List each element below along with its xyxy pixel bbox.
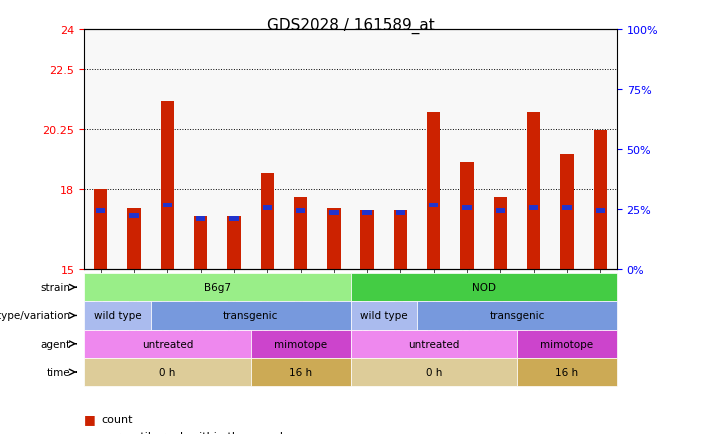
Text: 0 h: 0 h [426,367,442,377]
Bar [494,197,507,269]
Bar [294,197,307,269]
Text: ■: ■ [84,412,96,425]
Bar [196,216,205,221]
Text: mimotope: mimotope [540,339,594,349]
Bar [263,206,272,210]
Text: 0 h: 0 h [159,367,175,377]
Bar [461,163,474,269]
Text: count: count [102,414,133,424]
Text: mimotope: mimotope [274,339,327,349]
Bar [329,211,339,216]
Text: ■: ■ [84,430,96,434]
Text: 16 h: 16 h [289,367,312,377]
Bar [529,206,538,210]
Bar [427,112,440,269]
Bar [396,211,405,216]
Text: transgenic: transgenic [489,311,545,321]
Text: GDS2028 / 161589_at: GDS2028 / 161589_at [266,17,435,33]
Bar [161,102,174,269]
Bar [194,216,207,269]
Bar [527,112,540,269]
Text: wild type: wild type [94,311,141,321]
Text: agent: agent [40,339,70,349]
Text: genotype/variation: genotype/variation [0,311,70,321]
Bar [229,216,238,221]
Bar [261,174,274,269]
Bar [296,208,305,213]
Bar [394,211,407,269]
Bar [327,208,341,269]
Bar [94,190,107,269]
Bar [562,206,571,210]
Bar [560,155,573,269]
Text: percentile rank within the sample: percentile rank within the sample [102,431,290,434]
Text: wild type: wild type [360,311,407,321]
Bar [594,131,607,269]
Bar [96,208,105,213]
Text: untreated: untreated [408,339,459,349]
Text: 16 h: 16 h [555,367,578,377]
Text: B6g7: B6g7 [204,283,231,293]
Text: NOD: NOD [472,283,496,293]
Text: time: time [46,367,70,377]
Bar [496,208,505,213]
Text: untreated: untreated [142,339,193,349]
Bar [596,208,605,213]
Bar [362,211,372,216]
Bar [463,206,472,210]
Bar [163,203,172,208]
Bar [429,203,438,208]
Bar [130,214,139,218]
Text: strain: strain [40,283,70,293]
Bar [227,216,240,269]
Bar [360,211,374,269]
Bar [128,208,141,269]
Text: transgenic: transgenic [223,311,278,321]
